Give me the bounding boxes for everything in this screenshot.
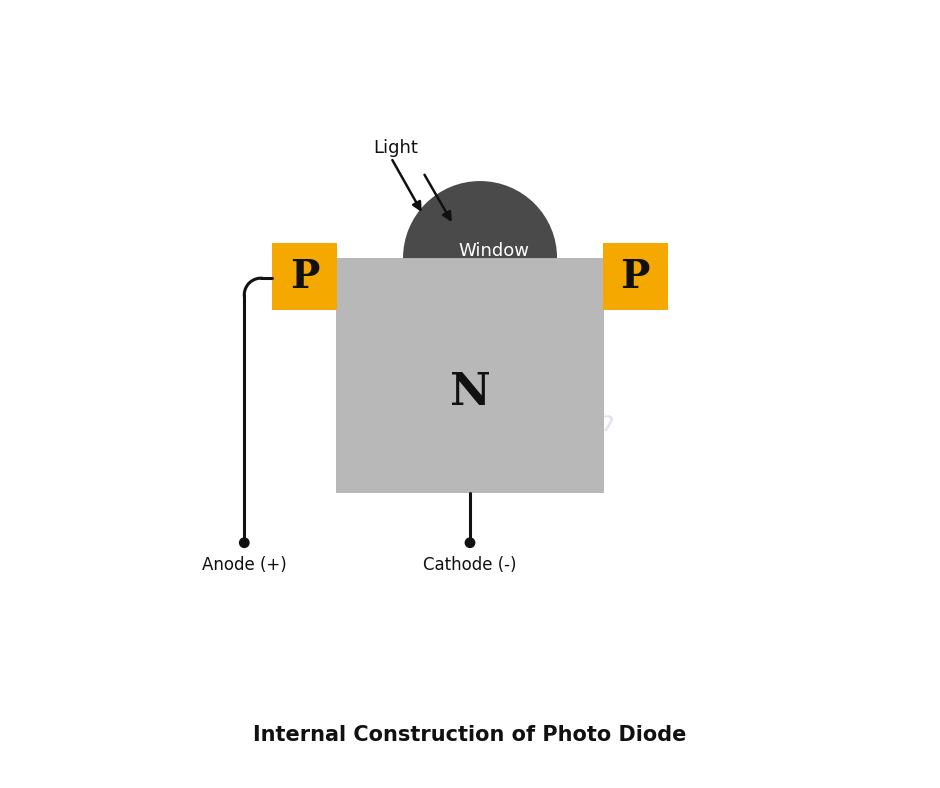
Text: Window: Window (458, 243, 529, 260)
Text: Internal Construction of Photo Diode: Internal Construction of Photo Diode (253, 725, 687, 745)
Circle shape (240, 538, 249, 548)
Wedge shape (403, 181, 557, 258)
Text: P: P (290, 258, 320, 296)
Text: Cathode (-): Cathode (-) (423, 556, 517, 574)
Bar (336, 258, 604, 295)
Text: Anode (+): Anode (+) (202, 556, 287, 574)
Text: Light: Light (373, 139, 417, 157)
Bar (603, 243, 667, 310)
Bar (336, 292, 604, 492)
Text: P: P (620, 258, 650, 296)
Circle shape (465, 538, 475, 548)
Text: N: N (449, 370, 491, 414)
Bar (273, 243, 337, 310)
Text: polynotes hub.in: polynotes hub.in (390, 333, 618, 438)
